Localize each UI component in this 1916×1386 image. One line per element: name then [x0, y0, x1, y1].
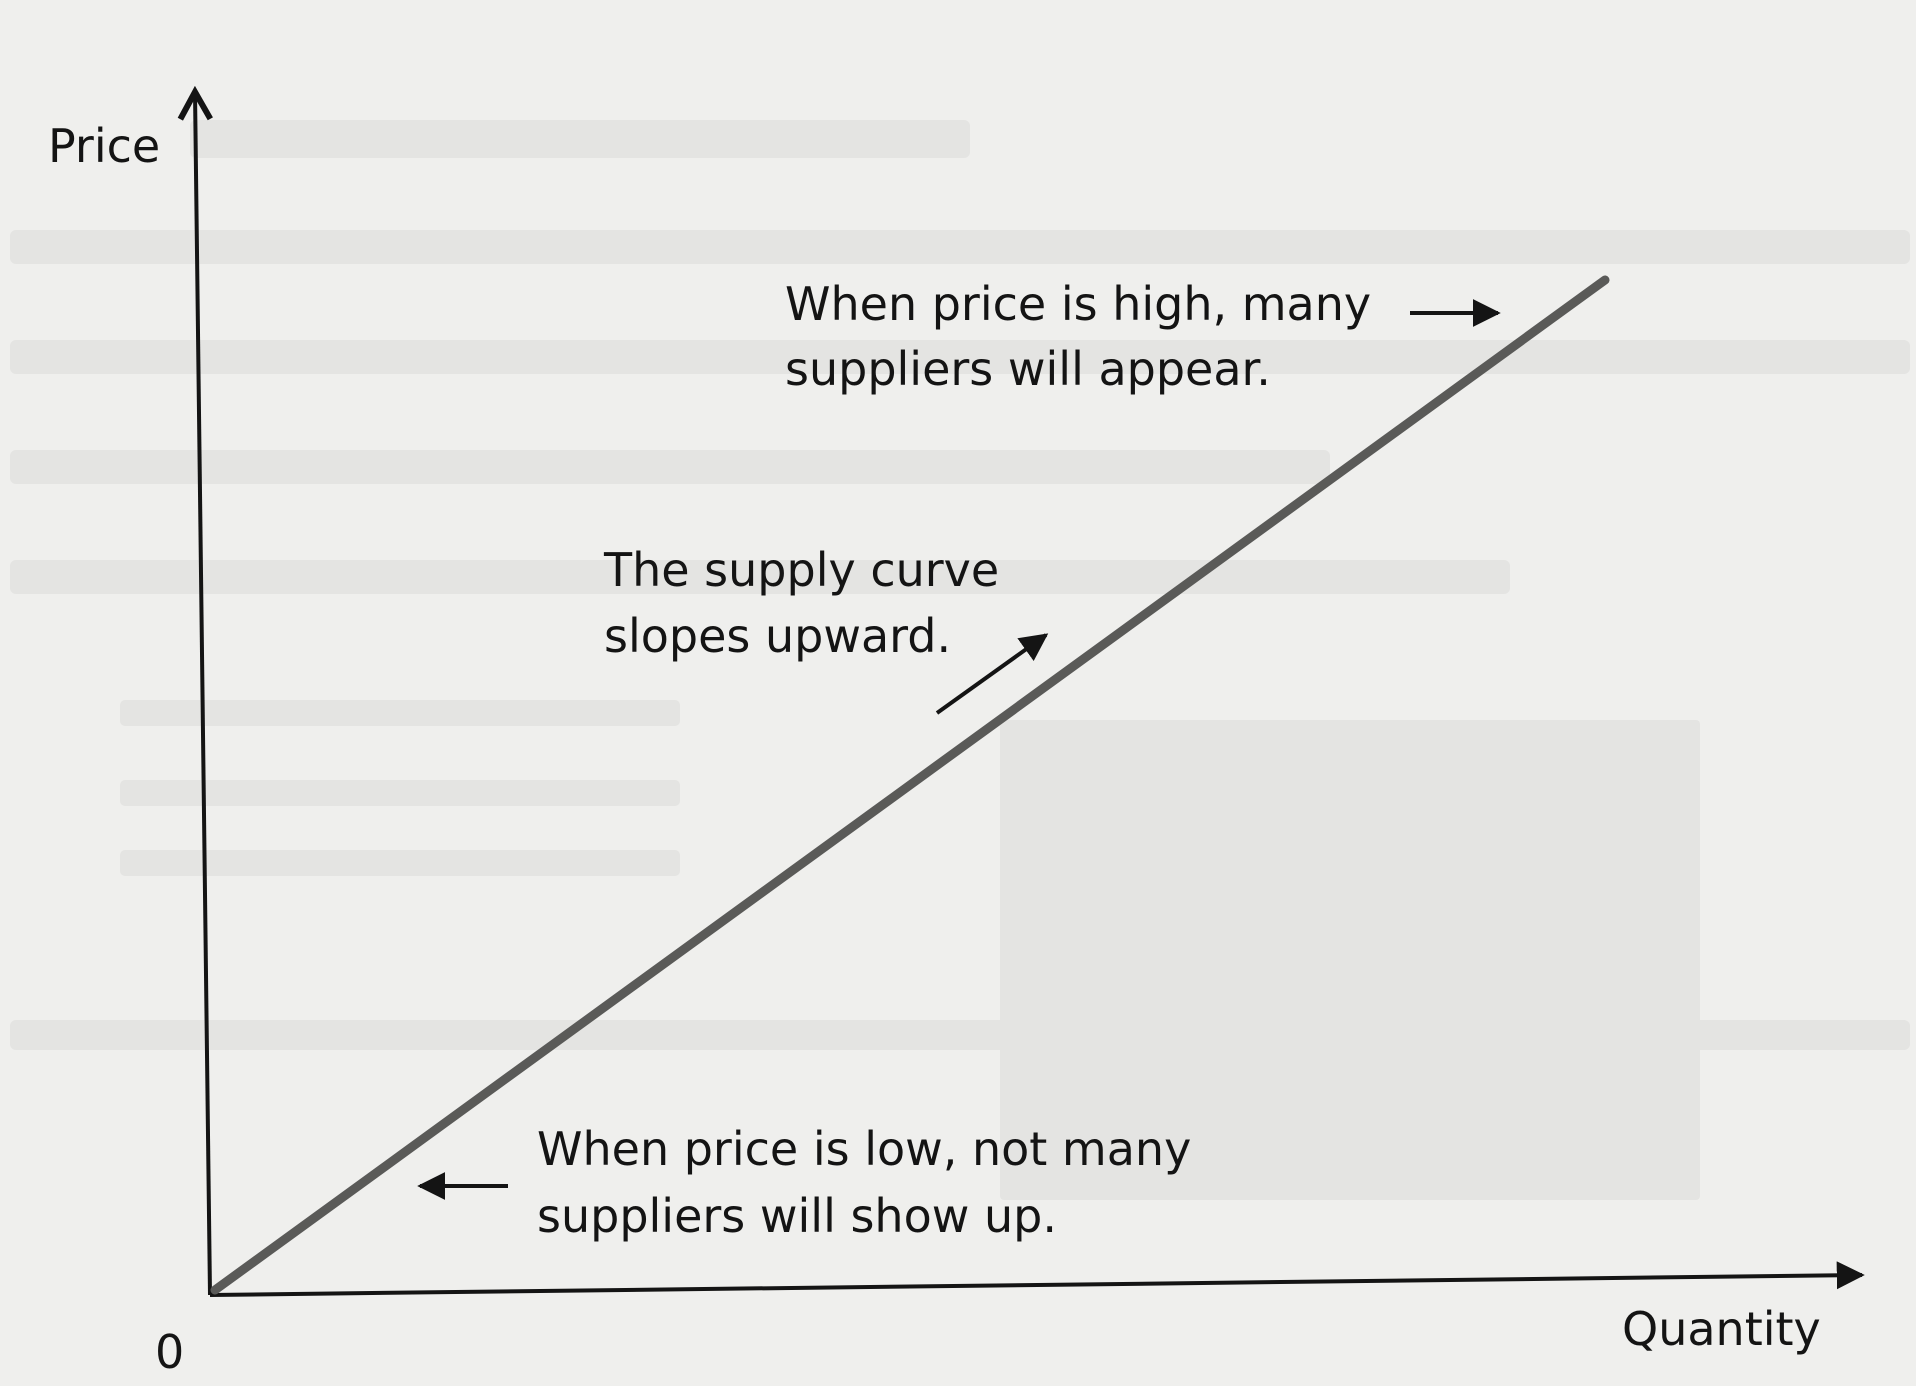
- x-axis-line: [210, 1275, 1862, 1295]
- annotation-slope-line-2: slopes upward.: [604, 609, 951, 663]
- y-axis-line: [195, 92, 210, 1295]
- annotation-low-line-1: When price is low, not many: [537, 1122, 1191, 1176]
- annotation-slope-line-1: The supply curve: [603, 543, 999, 597]
- annotation-high-line-2: suppliers will appear.: [785, 342, 1271, 396]
- x-axis-label: Quantity: [1622, 1302, 1821, 1356]
- annotation-low-line-2: suppliers will show up.: [537, 1189, 1057, 1243]
- y-axis-label: Price: [48, 119, 160, 173]
- annotation-high-line-1: When price is high, many: [785, 277, 1371, 331]
- origin-label: 0: [155, 1325, 184, 1379]
